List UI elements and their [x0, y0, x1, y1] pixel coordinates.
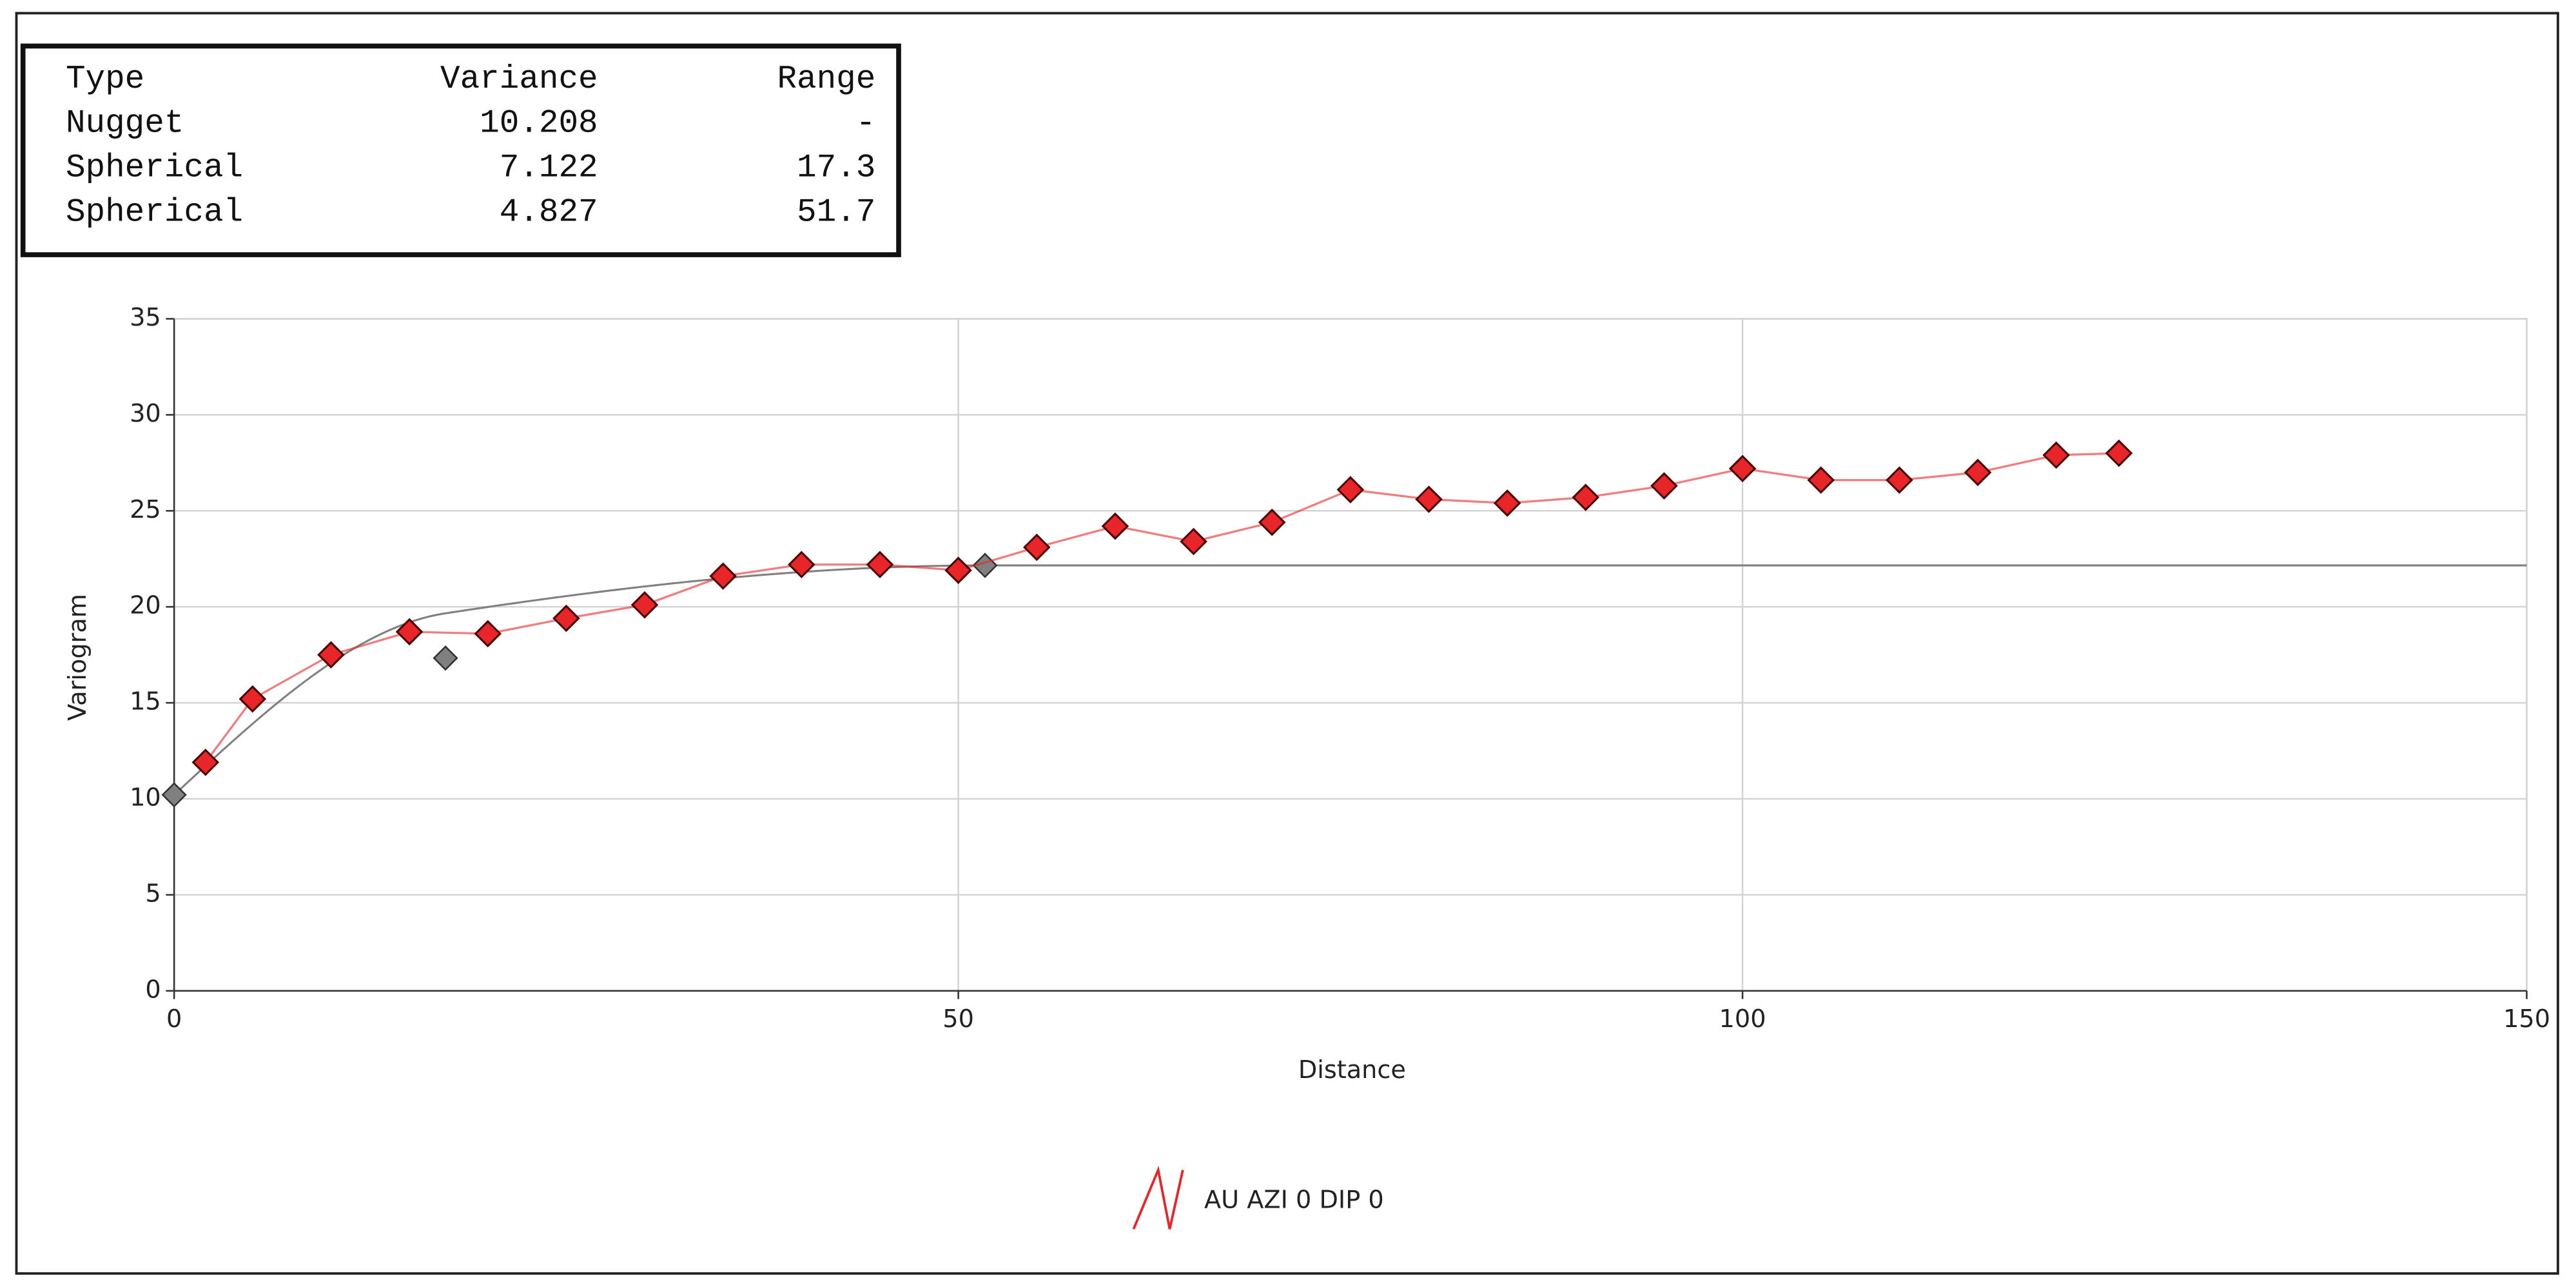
data-point: [395, 618, 424, 646]
table-cell: 7.122: [500, 150, 598, 186]
y-tick-label: 10: [130, 783, 161, 812]
table-cell: -: [856, 106, 876, 142]
y-tick-label: 20: [130, 592, 161, 620]
y-tick-label: 5: [145, 879, 161, 908]
data-point: [1415, 486, 1443, 513]
data-point: [1336, 476, 1365, 504]
data-point: [1886, 466, 1913, 494]
table-cell: 51.7: [797, 194, 875, 231]
data-point: [2105, 439, 2133, 467]
data-point: [1180, 527, 1207, 556]
data-point: [191, 749, 220, 776]
y-axis-label: Variogram: [64, 594, 92, 721]
model-point: [433, 645, 458, 671]
table-cell: Spherical: [66, 194, 243, 231]
data-point: [788, 551, 815, 578]
data-point: [1101, 512, 1129, 540]
x-tick-label: 50: [942, 1005, 974, 1034]
x-axis-label: Distance: [1298, 1056, 1406, 1084]
x-tick-label: 0: [166, 1005, 182, 1034]
series-line: [204, 452, 2120, 763]
data-point: [1964, 458, 1992, 486]
data-point: [709, 562, 737, 590]
y-tick-label: 35: [130, 304, 161, 332]
table-cell: 10.208: [480, 106, 598, 142]
table-cell: Spherical: [66, 150, 243, 186]
data-point: [944, 556, 972, 584]
data-point: [1650, 472, 1678, 500]
data-point: [1493, 489, 1521, 517]
model-point: [972, 553, 998, 578]
model-table: Type Variance Range Nugget 10.208 - Spherical 7…: [66, 61, 875, 231]
data-point: [1572, 484, 1600, 511]
y-tick-label: 15: [130, 688, 161, 716]
data-point: [1807, 466, 1835, 494]
table-cell: 4.827: [500, 194, 598, 231]
model-curve: [173, 564, 2527, 796]
table-cell: Type: [66, 61, 144, 98]
legend-icon: [1132, 1165, 1184, 1230]
y-tick-label: 25: [130, 496, 161, 524]
table-cell: Range: [777, 61, 875, 98]
x-tick-label: 100: [1719, 1005, 1766, 1034]
data-point: [2042, 441, 2070, 469]
table-cell: Variance: [440, 61, 598, 98]
data-point: [630, 591, 659, 619]
data-point: [239, 685, 267, 713]
y-tick-label: 30: [130, 400, 161, 428]
data-point: [1728, 455, 1757, 483]
data-point: [317, 641, 345, 669]
table-cell: 17.3: [797, 150, 875, 186]
data-point: [474, 620, 502, 648]
x-tick-label: 150: [2503, 1005, 2550, 1034]
model-point: [161, 782, 187, 808]
data-point: [1258, 508, 1286, 536]
table-cell: Nugget: [66, 106, 184, 142]
data-point: [1022, 533, 1051, 562]
model-table-box: [20, 43, 901, 257]
data-point: [552, 604, 580, 633]
data-point: [866, 551, 894, 578]
legend-label: AU AZI 0 DIP 0: [1204, 1186, 1384, 1214]
y-tick-label: 0: [145, 976, 161, 1004]
plot-area: [173, 318, 2528, 992]
